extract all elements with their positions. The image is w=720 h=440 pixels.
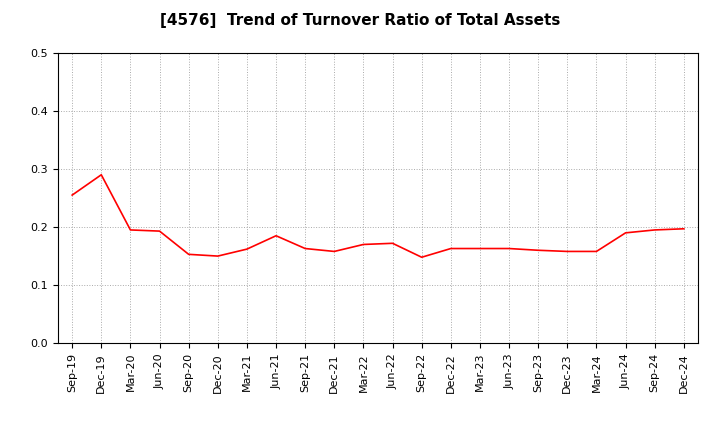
Text: [4576]  Trend of Turnover Ratio of Total Assets: [4576] Trend of Turnover Ratio of Total … [160,13,560,28]
